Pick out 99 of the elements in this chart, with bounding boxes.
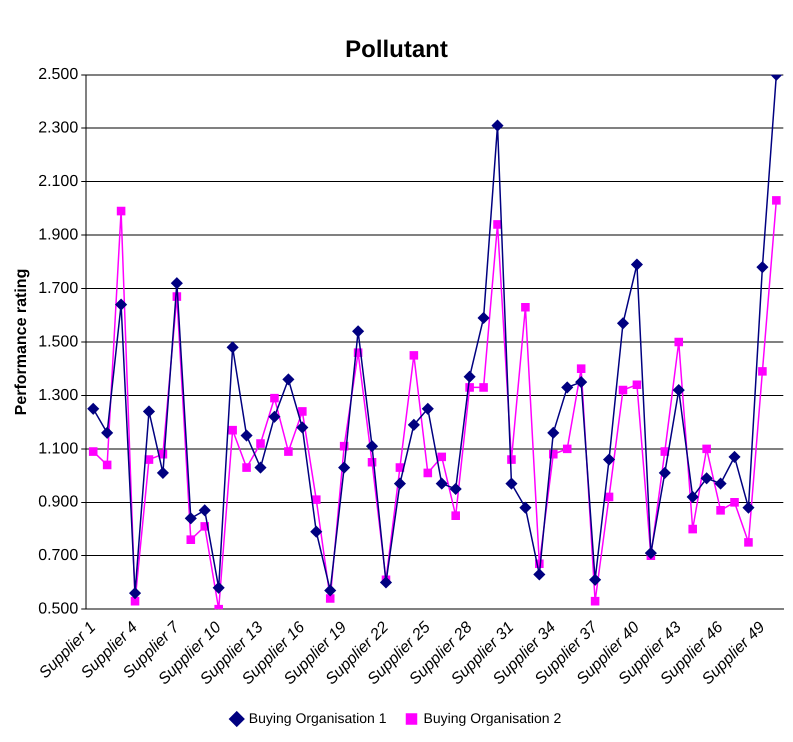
point xyxy=(645,547,657,559)
y-tick-label: 1.100 xyxy=(38,440,78,458)
point xyxy=(478,312,490,324)
y-tick-label: 1.700 xyxy=(38,280,78,297)
point xyxy=(101,427,113,439)
y-tick-label: 2.100 xyxy=(38,173,78,190)
point xyxy=(674,338,684,346)
point xyxy=(589,574,601,586)
point xyxy=(772,196,781,205)
point xyxy=(87,403,99,415)
point xyxy=(436,478,448,490)
point xyxy=(352,326,364,338)
point xyxy=(744,538,753,547)
point xyxy=(324,584,336,596)
point xyxy=(756,261,768,273)
point xyxy=(590,596,600,606)
point xyxy=(212,582,224,594)
point xyxy=(492,120,504,132)
point xyxy=(310,526,322,538)
point xyxy=(493,220,502,229)
y-tick-label: 1.900 xyxy=(38,226,78,244)
point xyxy=(115,298,127,310)
point xyxy=(758,367,767,376)
point xyxy=(451,511,460,520)
y-axis-title: Performance rating xyxy=(13,268,30,416)
point xyxy=(742,502,754,514)
point xyxy=(226,342,238,354)
point xyxy=(88,447,98,456)
point xyxy=(728,451,740,463)
y-tick-label: 1.300 xyxy=(38,386,78,404)
y-tick-label: 0.900 xyxy=(38,494,78,511)
point xyxy=(437,452,446,462)
point xyxy=(520,502,532,514)
y-tick-label: 0.500 xyxy=(38,600,78,618)
point xyxy=(422,403,434,415)
point xyxy=(688,524,697,534)
point xyxy=(450,483,462,495)
point xyxy=(603,454,615,466)
point xyxy=(394,478,406,490)
legend-label: Buying Organisation 1 xyxy=(248,710,387,726)
point xyxy=(716,506,725,515)
point xyxy=(157,467,169,479)
point xyxy=(284,447,293,456)
point xyxy=(185,512,197,524)
point xyxy=(296,422,308,434)
point xyxy=(479,383,488,392)
y-tick-label: 1.500 xyxy=(38,333,78,350)
point xyxy=(408,419,420,431)
point xyxy=(268,411,280,423)
point xyxy=(618,386,628,394)
point xyxy=(326,594,334,603)
point xyxy=(130,596,140,606)
point xyxy=(575,376,587,388)
point xyxy=(521,302,530,312)
point xyxy=(730,498,739,507)
point xyxy=(116,206,126,216)
point xyxy=(702,444,711,454)
point xyxy=(673,384,685,396)
point xyxy=(659,467,671,479)
point xyxy=(464,370,476,382)
point xyxy=(562,444,572,454)
point xyxy=(298,407,307,416)
point xyxy=(338,462,350,474)
point xyxy=(631,258,643,270)
point xyxy=(686,491,698,503)
point xyxy=(102,460,112,470)
point xyxy=(186,535,196,544)
point xyxy=(144,455,154,464)
y-tick-label: 2.300 xyxy=(38,120,78,137)
point xyxy=(129,587,141,599)
point xyxy=(198,504,210,516)
point xyxy=(282,374,294,386)
point xyxy=(228,426,237,434)
point xyxy=(700,472,712,484)
chart-title: Pollutant xyxy=(345,36,448,64)
point xyxy=(143,406,155,418)
point xyxy=(604,492,614,502)
point xyxy=(617,318,629,330)
legend-label: Buying Organisation 2 xyxy=(424,710,562,726)
point xyxy=(534,568,546,580)
point xyxy=(240,430,252,442)
point xyxy=(632,380,642,390)
point xyxy=(576,364,586,373)
point xyxy=(548,427,560,439)
y-tick-label: 0.700 xyxy=(38,547,78,564)
point xyxy=(380,576,392,588)
point xyxy=(410,351,418,360)
point xyxy=(366,440,378,452)
point xyxy=(561,382,573,394)
y-tick-label: 2.500 xyxy=(38,66,78,84)
point xyxy=(506,478,518,490)
point xyxy=(242,463,251,472)
point xyxy=(714,478,726,490)
point xyxy=(171,277,183,289)
point xyxy=(424,468,432,478)
point xyxy=(256,439,265,448)
point xyxy=(254,462,266,474)
point xyxy=(270,394,279,402)
point xyxy=(312,495,321,504)
